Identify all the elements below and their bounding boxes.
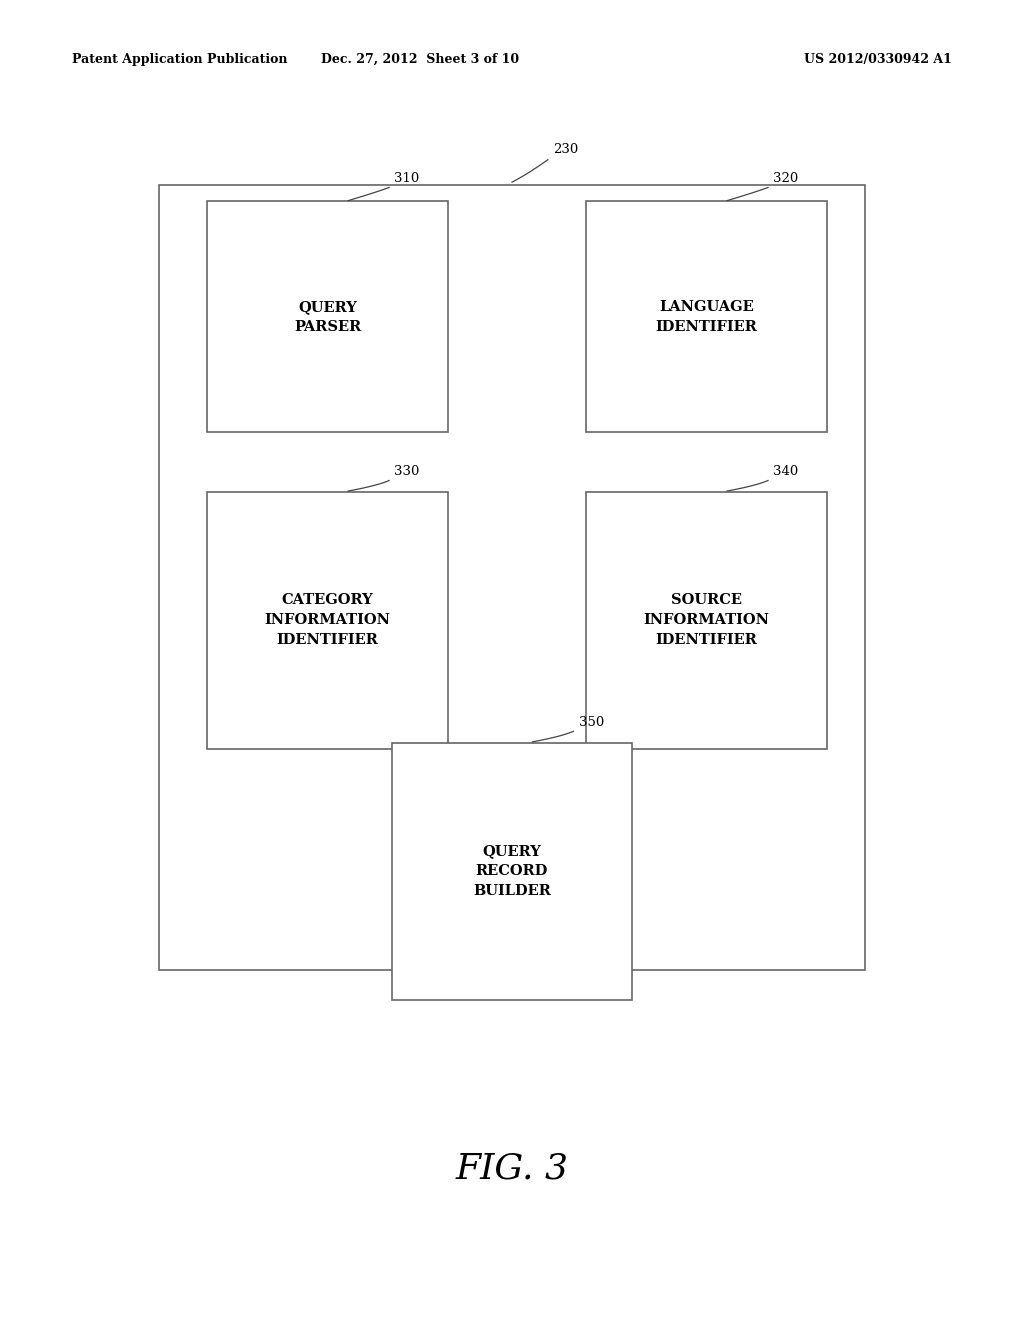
Text: LANGUAGE
IDENTIFIER: LANGUAGE IDENTIFIER [655,300,758,334]
Text: SOURCE
INFORMATION
IDENTIFIER: SOURCE INFORMATION IDENTIFIER [643,594,770,647]
Bar [207,492,449,750]
Text: 230: 230 [553,143,579,156]
Text: FIG. 3: FIG. 3 [456,1151,568,1185]
Bar [391,742,632,1001]
Text: 330: 330 [394,465,420,478]
Text: QUERY
RECORD
BUILDER: QUERY RECORD BUILDER [473,845,551,898]
Text: 350: 350 [579,715,604,729]
Text: US 2012/0330942 A1: US 2012/0330942 A1 [805,53,952,66]
Text: Dec. 27, 2012  Sheet 3 of 10: Dec. 27, 2012 Sheet 3 of 10 [321,53,519,66]
Text: CATEGORY
INFORMATION
IDENTIFIER: CATEGORY INFORMATION IDENTIFIER [264,594,391,647]
Text: 320: 320 [773,172,799,185]
Text: QUERY
PARSER: QUERY PARSER [294,300,361,334]
Bar [159,185,865,970]
Bar [586,492,827,750]
Text: 310: 310 [394,172,420,185]
Text: 340: 340 [773,465,799,478]
Bar [207,202,449,433]
Bar [586,202,827,433]
Text: Patent Application Publication: Patent Application Publication [72,53,287,66]
